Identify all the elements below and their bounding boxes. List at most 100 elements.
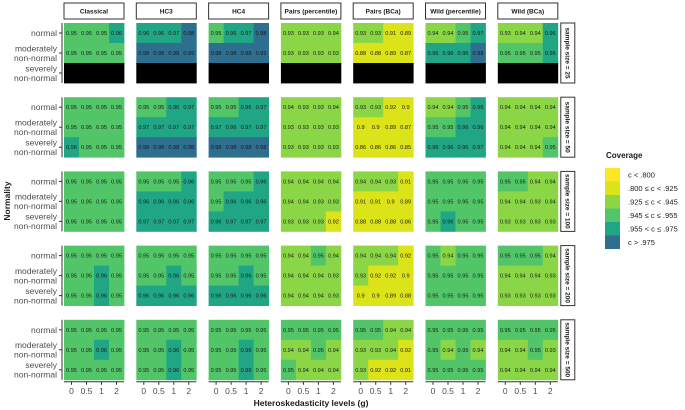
cell-value-label: 0.96 — [96, 274, 107, 280]
heatmap-cell — [181, 117, 197, 138]
cell-value-label: 0.94 — [328, 105, 339, 111]
x-tick-label: 2 — [114, 386, 119, 396]
cell-value-label: 0.95 — [473, 368, 484, 374]
cell-value-label: 0.96 — [241, 199, 252, 205]
heatmap-cell-missing — [94, 63, 110, 84]
cell-value-label: 0.96 — [111, 31, 122, 37]
heatmap-cell — [181, 339, 197, 361]
heatmap-cell — [497, 117, 514, 138]
heatmap-cell — [166, 191, 182, 212]
cell-value-label: 0.96 — [138, 199, 149, 205]
heatmap-cell — [353, 23, 369, 44]
cell-value-label: 0.98 — [226, 51, 237, 57]
cell-value-label: 0.95 — [226, 274, 237, 280]
cell-value-label: 0.95 — [313, 348, 324, 354]
heatmap-cell — [64, 117, 80, 138]
heatmap-cell — [440, 191, 456, 212]
heatmap-cell — [181, 43, 197, 64]
heatmap-cell — [166, 319, 182, 341]
heatmap-cell — [94, 359, 110, 381]
cell-value-label: 0.98 — [256, 145, 267, 151]
heatmap-cell — [512, 23, 529, 44]
cell-value-label: 0.95 — [473, 328, 484, 334]
heatmap-cell — [94, 339, 110, 361]
heatmap-panel: 0.95 0.95 0.94 0.94 0.94 0.94 0.93 0.94 0.93 0.93… — [497, 171, 559, 232]
heatmap-cell — [542, 245, 559, 266]
cell-value-label: 0.95 — [428, 274, 439, 280]
heatmap-panel: 0.95 0.95 0.95 0.96 0.95 0.96 0.96 0.96 0.96 0.97… — [208, 171, 269, 232]
heatmap-cell — [398, 137, 414, 158]
heatmap-cell — [440, 339, 456, 361]
cell-value-label: 0.95 — [256, 368, 267, 374]
heatmap-cell — [470, 339, 486, 361]
cell-value-label: 0.95 — [81, 179, 92, 185]
cell-value-label: 0.95 — [111, 51, 122, 57]
heatmap-cell — [181, 137, 197, 158]
cell-value-label: 0.93 — [545, 274, 556, 280]
cell-value-label: 0.95 — [153, 254, 164, 260]
heatmap-cell — [497, 359, 514, 381]
heatmap-cell — [64, 137, 80, 158]
heatmap-cell — [542, 339, 559, 361]
heatmap-cell — [94, 117, 110, 138]
legend-swatch — [605, 222, 620, 236]
cell-value-label: 0.89 — [385, 125, 396, 131]
heatmap-cell — [440, 171, 456, 192]
cell-value-label: 0.94 — [385, 348, 396, 354]
cell-value-label: 0.95 — [96, 105, 107, 111]
heatmap-cell — [497, 171, 514, 192]
heatmap-cell — [280, 339, 297, 361]
heatmap-cell — [512, 339, 529, 361]
x-tick-label: 1 — [533, 386, 538, 396]
heatmap-cell — [295, 359, 312, 381]
cell-value-label: 0.94 — [515, 348, 526, 354]
cell-value-label: 0.93 — [283, 145, 294, 151]
cell-value-label: 0.96 — [473, 105, 484, 111]
cell-value-label: 0.97 — [153, 219, 164, 225]
heatmap-cell — [455, 43, 471, 64]
cell-value-label: 0.94 — [298, 274, 309, 280]
facet-strip-label: Pairs (percentile) — [285, 9, 338, 16]
heatmap-cell — [238, 23, 254, 44]
heatmap-cell — [527, 319, 544, 341]
cell-value-label: 0.98 — [168, 51, 179, 57]
cell-value-label: 0.96 — [153, 199, 164, 205]
heatmap-panel: 0.95 0.95 0.96 0.97 0.97 0.96 0.97 0.97 0.98 0.98… — [208, 97, 269, 158]
heatmap-panel: 0.95 0.95 0.95 0.95 0.94 0.94 0.95 0.93 0.94 0.94… — [497, 319, 559, 381]
cell-value-label: 0.94 — [283, 254, 294, 260]
heatmap-cell — [325, 97, 342, 118]
legend-label: c > .975 — [628, 238, 655, 247]
heatmap-cell — [310, 137, 327, 158]
heatmap-cell — [223, 339, 239, 361]
x-tick-label: 2 — [259, 386, 264, 396]
cell-value-label: 0.94 — [545, 254, 556, 260]
facet-strip-sample-size — [560, 22, 576, 84]
heatmap-cell — [497, 23, 514, 44]
cell-value-label: 0.93 — [283, 125, 294, 131]
cell-value-label: 0.86 — [400, 219, 411, 225]
heatmap-cell — [455, 211, 471, 232]
heatmap-cell — [223, 285, 239, 306]
heatmap-cell — [238, 137, 254, 158]
heatmap-cell — [253, 137, 269, 158]
cell-value-label: 0.95 — [458, 274, 469, 280]
y-tick-label: non-normal — [14, 147, 57, 157]
heatmap-cell — [109, 43, 125, 64]
cell-value-label: 0.98 — [211, 145, 222, 151]
heatmap-cell — [383, 245, 399, 266]
heatmap-cell — [295, 211, 312, 232]
heatmap-cell — [280, 285, 297, 306]
cell-value-label: 0.94 — [515, 368, 526, 374]
heatmap-cell — [208, 117, 224, 138]
heatmap-cell — [136, 339, 152, 361]
cell-value-label: 0.88 — [400, 294, 411, 300]
legend-label: c < .800 — [628, 171, 655, 180]
cell-value-label: 0.95 — [66, 274, 77, 280]
heatmap-cell — [425, 117, 441, 138]
heatmap-panel: 0.95 0.95 0.95 0.96 0.96 0.96 0.96 0.96 0.97 0.97… — [136, 171, 197, 232]
cell-value-label: 0.96 — [226, 125, 237, 131]
cell-value-label: 0.93 — [313, 51, 324, 57]
heatmap-cell — [181, 245, 197, 266]
cell-value-label: 0.95 — [211, 199, 222, 205]
heatmap-cell — [238, 97, 254, 118]
